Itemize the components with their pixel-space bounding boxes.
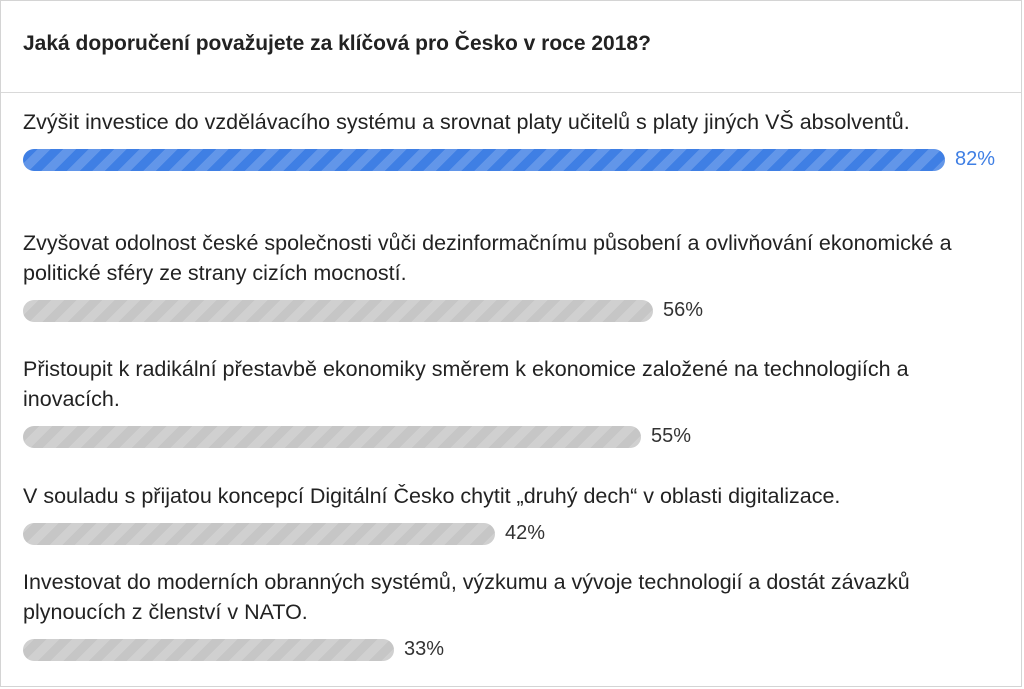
percent-label: 42%: [505, 522, 546, 544]
bar-stripes: [23, 639, 394, 661]
result-bar: [23, 639, 394, 661]
result-bar: [23, 149, 945, 171]
option-label: Investovat do moderních obranných systém…: [23, 570, 910, 624]
result-bar: [23, 426, 641, 448]
bar-stripes: [23, 426, 641, 448]
option-label: V souladu s přijatou koncepcí Digitální …: [23, 484, 841, 508]
percent-label: 55%: [651, 425, 692, 447]
poll-title: Jaká doporučení považujete za klíčová pr…: [23, 32, 651, 55]
percent-label: 82%: [955, 148, 996, 170]
bar-stripes: [23, 300, 653, 322]
result-bar: [23, 300, 653, 322]
percent-label: 56%: [663, 299, 704, 321]
option-label: Přistoupit k radikální přestavbě ekonomi…: [23, 357, 909, 411]
option-label: Zvyšovat odolnost české společnosti vůči…: [23, 231, 952, 285]
option-label: Zvýšit investice do vzdělávacího systému…: [23, 110, 910, 134]
percent-label: 33%: [404, 638, 445, 660]
result-bar: [23, 523, 495, 545]
poll-header: Jaká doporučení považujete za klíčová pr…: [1, 1, 1021, 93]
bar-stripes: [23, 149, 945, 171]
bar-stripes: [23, 523, 495, 545]
